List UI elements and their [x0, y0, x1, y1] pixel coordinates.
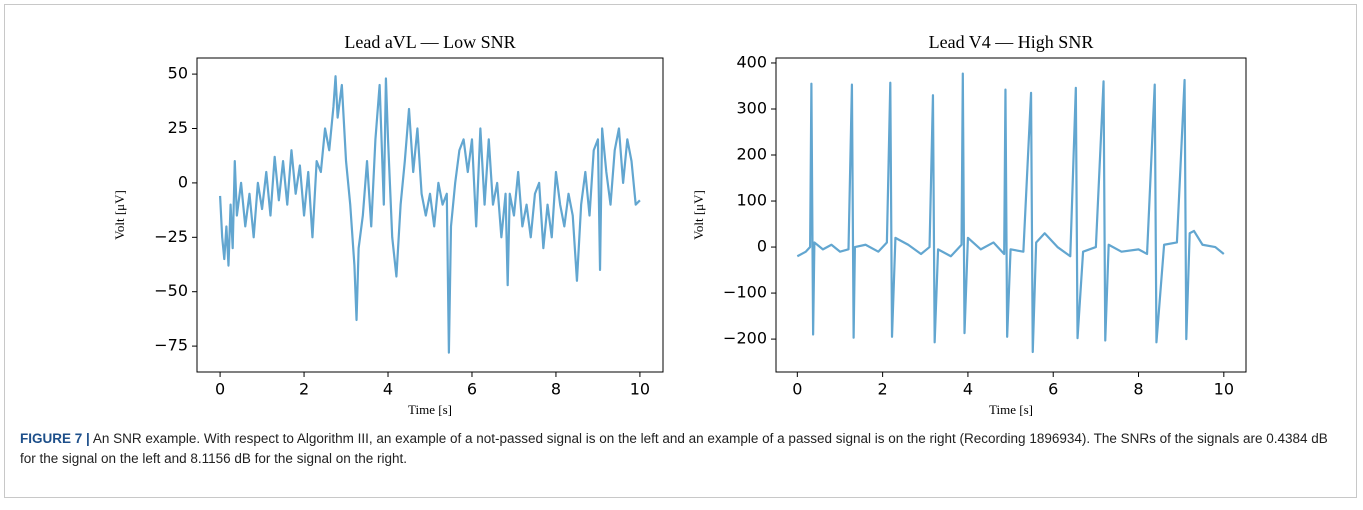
x-tick-label: 4: [383, 380, 393, 399]
chart-title: Lead aVL — Low SNR: [344, 32, 515, 52]
x-tick-label: 2: [299, 380, 309, 399]
signal-line: [796, 72, 1225, 354]
charts: Lead aVL — Low SNR Time [s] Volt [μV] 0 2 4 6 8…: [112, 32, 1247, 417]
y-tick-label: 25: [168, 118, 188, 137]
x-tick-label: 10: [630, 380, 650, 399]
figure-frame: [4, 4, 1357, 498]
x-tick-label: 8: [1133, 380, 1143, 399]
x-tick-label: 6: [1048, 380, 1058, 399]
y-tick-label: 200: [736, 145, 767, 164]
caption-text: An SNR example. With respect to Algorith…: [20, 431, 1328, 466]
x-axis-label: Time [s]: [989, 402, 1033, 417]
chart-title: Lead V4 — High SNR: [929, 32, 1094, 52]
y-tick-label: 100: [736, 191, 767, 210]
y-tick-label: 0: [757, 237, 767, 256]
x-tick-label: 6: [467, 380, 477, 399]
x-tick-label: 0: [792, 380, 802, 399]
caption: FIGURE 7 | An SNR example. With respect …: [20, 429, 1340, 469]
x-tick-label: 10: [1214, 380, 1234, 399]
x-tick-label: 2: [878, 380, 888, 399]
y-tick-label: 400: [736, 52, 767, 71]
plot-frame: [196, 57, 664, 373]
signal-line: [218, 75, 641, 354]
y-tick-label: −75: [154, 336, 188, 355]
y-axis-label: Volt [μV]: [691, 190, 706, 240]
y-tick-label: 0: [178, 172, 188, 191]
plot-frame: [775, 57, 1247, 373]
x-tick-label: 4: [963, 380, 973, 399]
caption-label: FIGURE 7 |: [20, 431, 90, 446]
y-tick-label: 300: [736, 98, 767, 117]
y-tick-label: −200: [723, 329, 767, 348]
x-tick-label: 8: [551, 380, 561, 399]
y-tick-label: −25: [154, 227, 188, 246]
y-tick-label: −50: [154, 281, 188, 300]
y-tick-label: 50: [168, 64, 188, 83]
x-tick-label: 0: [215, 380, 225, 399]
y-axis-label: Volt [μV]: [112, 190, 127, 240]
x-axis-label: Time [s]: [408, 402, 452, 417]
y-tick-label: −100: [723, 283, 767, 302]
